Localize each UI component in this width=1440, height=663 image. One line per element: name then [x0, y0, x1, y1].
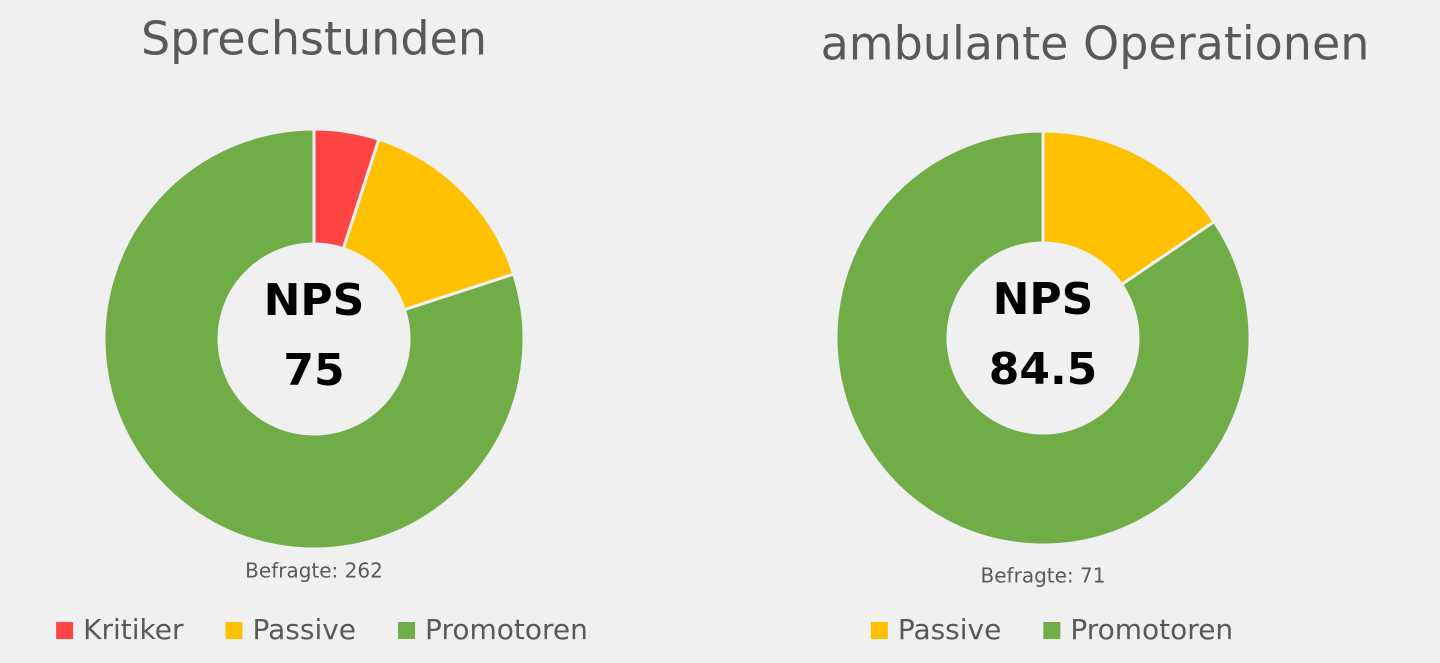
- donut-hole: [948, 243, 1138, 433]
- center-value: 84.5: [989, 344, 1098, 395]
- donut-hole: [219, 244, 409, 434]
- legend-label: Kritiker: [83, 613, 184, 646]
- legend-label: Promotoren: [1070, 613, 1233, 646]
- center-value: 75: [283, 345, 344, 396]
- center-label: NPS: [264, 275, 365, 326]
- legend-swatch: [398, 622, 416, 639]
- legend-swatch: [1043, 622, 1061, 639]
- chart-title: Sprechstunden: [141, 12, 487, 66]
- legend-swatch: [225, 622, 243, 639]
- chart-title: ambulante Operationen: [821, 17, 1370, 71]
- legend-swatch: [870, 622, 888, 639]
- legend-label: Promotoren: [425, 613, 588, 646]
- legend-label: Passive: [898, 613, 1002, 646]
- center-label: NPS: [993, 274, 1094, 325]
- note: Befragte: 71: [981, 564, 1106, 588]
- legend-label: Passive: [253, 613, 357, 646]
- note: Befragte: 262: [245, 559, 383, 583]
- legend-swatch: [56, 622, 74, 639]
